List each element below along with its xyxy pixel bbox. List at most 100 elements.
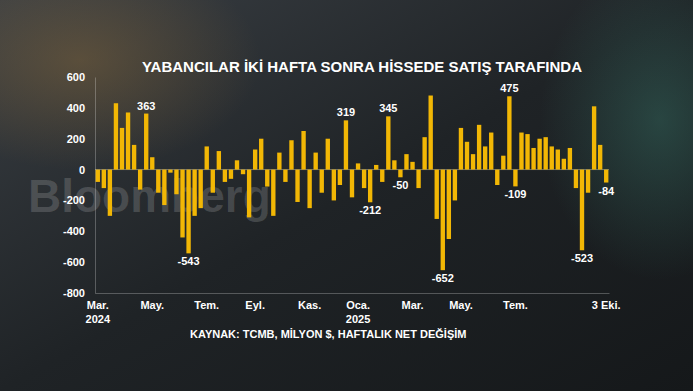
x-tick-label-line: 2024 xyxy=(86,313,111,325)
bar xyxy=(489,133,493,170)
x-tick: Mar. xyxy=(402,293,424,311)
bar xyxy=(483,146,487,169)
bar xyxy=(96,170,100,182)
bar xyxy=(507,96,511,169)
y-tick: -200 xyxy=(63,194,95,206)
bar xyxy=(368,170,372,203)
bar xyxy=(114,103,118,169)
bar xyxy=(362,170,366,189)
data-label: -652 xyxy=(432,272,454,284)
bar xyxy=(199,170,203,209)
bar xyxy=(301,131,305,170)
x-tick-label: Tem. xyxy=(194,299,219,311)
bar xyxy=(283,170,287,182)
bar xyxy=(120,128,124,170)
bar xyxy=(404,154,408,169)
bar xyxy=(350,170,354,198)
bar xyxy=(537,139,541,170)
x-tick-label-line: 3 Eki. xyxy=(592,299,621,311)
bar xyxy=(307,170,311,209)
y-tick: -400 xyxy=(63,225,95,237)
x-tick-label: May. xyxy=(140,299,164,311)
x-tick-label-line: Tem. xyxy=(194,299,219,311)
x-tick-label-line: Tem. xyxy=(503,299,528,311)
y-axis: -800-600-400-2000200400600 xyxy=(63,71,96,299)
bar xyxy=(568,148,572,170)
data-label: -84 xyxy=(598,185,615,197)
y-tick: 600 xyxy=(67,71,95,83)
x-axis: Mar.2024May.Tem.Eyl.Kas.Oca.2025Mar.May.… xyxy=(86,293,621,325)
bar xyxy=(429,96,433,170)
bar xyxy=(144,114,148,170)
x-tick-label: May. xyxy=(449,299,473,311)
x-tick: Eyl. xyxy=(245,293,265,311)
bar xyxy=(519,133,523,170)
x-axis-line xyxy=(96,293,610,294)
bar xyxy=(295,170,299,202)
bar xyxy=(138,170,142,190)
bar xyxy=(544,137,548,169)
bar xyxy=(513,170,517,187)
data-label: -109 xyxy=(504,188,526,200)
bar xyxy=(174,170,178,195)
bar xyxy=(108,170,112,216)
bar xyxy=(156,170,160,193)
data-label: 363 xyxy=(137,100,155,112)
y-tick-label: -400 xyxy=(63,225,85,237)
bar xyxy=(241,170,245,175)
y-tick: 0 xyxy=(79,164,95,176)
bar xyxy=(392,160,396,169)
bar xyxy=(398,170,402,178)
x-tick: May. xyxy=(140,293,164,311)
data-label: -212 xyxy=(359,204,381,216)
y-tick-label: 600 xyxy=(67,71,85,83)
x-tick: 3 Eki. xyxy=(592,293,621,311)
y-tick: 200 xyxy=(67,133,95,145)
data-label: 345 xyxy=(379,102,397,114)
bar xyxy=(314,153,318,170)
bar xyxy=(495,170,499,185)
y-tick: -800 xyxy=(63,287,95,299)
bar xyxy=(229,170,233,179)
bar xyxy=(277,153,281,170)
bar xyxy=(556,150,560,170)
bar xyxy=(235,160,239,169)
background-glow xyxy=(540,0,693,280)
bar xyxy=(422,137,426,169)
x-tick-label-line: May. xyxy=(140,299,164,311)
x-tick: Kas. xyxy=(298,293,321,311)
bar xyxy=(168,170,172,173)
bar xyxy=(453,170,457,201)
bar xyxy=(186,170,190,254)
bar xyxy=(531,148,535,170)
x-tick-label: 3 Eki. xyxy=(592,299,621,311)
bar xyxy=(180,170,184,238)
x-tick-label-line: 2025 xyxy=(346,313,370,325)
y-tick-label: 0 xyxy=(79,164,85,176)
y-tick: 400 xyxy=(67,102,95,114)
bar xyxy=(386,116,390,169)
bar xyxy=(550,146,554,169)
bar xyxy=(465,142,469,170)
bar xyxy=(217,151,221,170)
bar xyxy=(447,170,451,239)
background-glow xyxy=(0,0,260,170)
bar xyxy=(338,170,342,185)
y-axis-line xyxy=(95,78,96,294)
bar xyxy=(192,170,196,216)
x-tick-label-line: May. xyxy=(449,299,473,311)
x-tick-label: Tem. xyxy=(503,299,528,311)
bars xyxy=(96,96,609,271)
bar xyxy=(205,146,209,169)
data-label: -50 xyxy=(392,179,408,191)
y-tick-label: -200 xyxy=(63,194,85,206)
data-label: 475 xyxy=(500,82,518,94)
x-tick-label-line: Eyl. xyxy=(245,299,265,311)
x-tick-label-line: Kas. xyxy=(298,299,321,311)
bar xyxy=(374,165,378,170)
bar xyxy=(223,170,227,182)
bar xyxy=(211,170,215,193)
bar xyxy=(586,170,590,193)
chart: BloombergYABANCILAR İKİ HAFTA SONRA HİSS… xyxy=(0,0,693,391)
x-tick-label: Eyl. xyxy=(245,299,265,311)
